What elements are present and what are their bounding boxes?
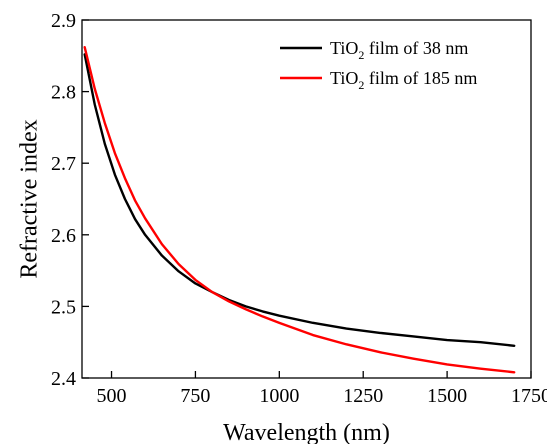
legend-label-1: TiO2 film of 185 nm — [330, 68, 477, 92]
x-tick-label: 500 — [97, 385, 127, 407]
legend-label-0: TiO2 film of 38 nm — [330, 38, 468, 62]
y-axis-title: Refractive index — [16, 119, 42, 278]
series-line-1 — [83, 46, 516, 374]
x-tick-label: 1750 — [511, 385, 547, 407]
x-axis-title: Wavelength (nm) — [223, 420, 390, 444]
plot-frame — [81, 19, 532, 379]
y-tick-label: 2.8 — [51, 82, 76, 104]
x-tick-label: 1250 — [343, 385, 383, 407]
plot-area — [81, 19, 532, 379]
y-tick-label: 2.6 — [51, 225, 76, 247]
y-tick-label: 2.7 — [51, 153, 76, 175]
x-tick-label: 750 — [180, 385, 210, 407]
y-tick-label: 2.4 — [51, 368, 76, 390]
series-line-0 — [83, 53, 516, 347]
y-axis: 2.4 2.5 2.6 2.7 2.8 2.9 — [51, 10, 89, 390]
x-tick-label: 1500 — [427, 385, 467, 407]
legend: TiO2 film of 38 nm TiO2 film of 185 nm — [280, 38, 477, 92]
y-tick-label: 2.5 — [51, 296, 76, 318]
y-tick-label: 2.9 — [51, 10, 76, 32]
series-lines — [83, 46, 516, 374]
x-tick-label: 1000 — [259, 385, 299, 407]
x-axis: 500 750 1000 1250 1500 1750 — [97, 371, 547, 407]
